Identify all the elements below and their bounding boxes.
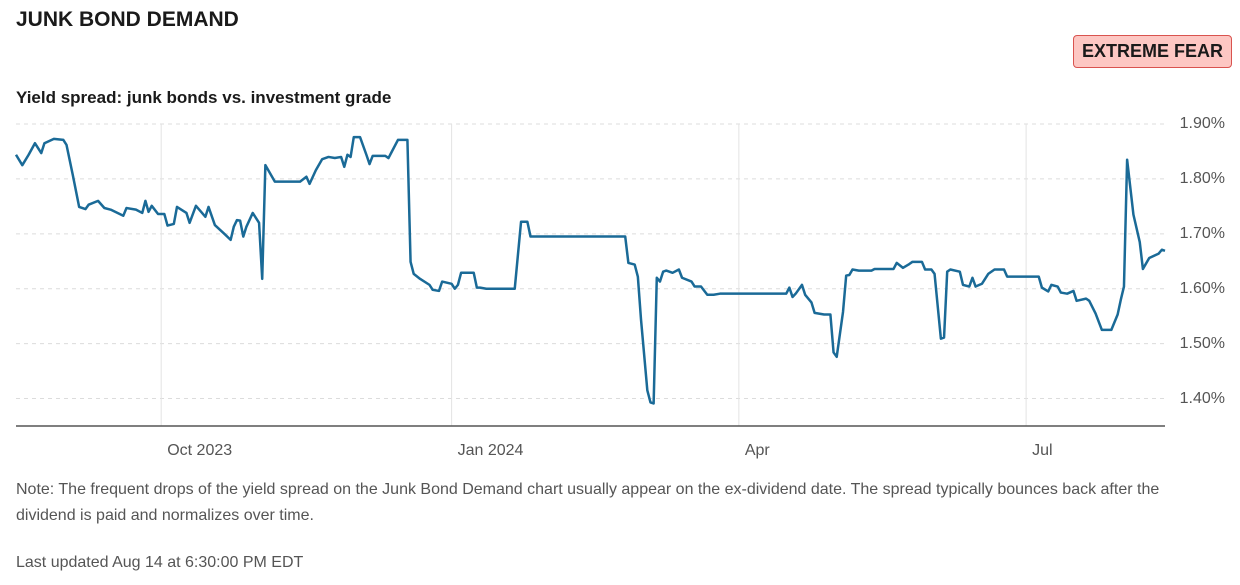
y-tick-label: 1.50% bbox=[1180, 335, 1225, 352]
note: Note: The frequent drops of the yield sp… bbox=[16, 481, 1160, 524]
y-tick-label: 1.70% bbox=[1180, 225, 1225, 242]
y-tick-label: 1.80% bbox=[1180, 170, 1225, 187]
spread-line bbox=[14, 135, 1166, 405]
sentiment-badge: EXTREME FEAR bbox=[1072, 35, 1232, 68]
x-tick-label: Oct 2023 bbox=[167, 442, 232, 459]
last-updated: Last updated Aug 14 at 6:30:00 PM EDT bbox=[16, 554, 304, 571]
y-tick-label: 1.40% bbox=[1180, 390, 1225, 407]
y-tick-label: 1.60% bbox=[1180, 280, 1225, 297]
y-tick-label: 1.90% bbox=[1180, 115, 1225, 132]
x-tick-label: Jan 2024 bbox=[458, 442, 524, 459]
chart-subtitle: Yield spread: junk bonds vs. investment … bbox=[16, 88, 392, 107]
x-tick-label: Apr bbox=[745, 442, 771, 459]
chart-title: JUNK BOND DEMAND bbox=[16, 8, 239, 31]
x-tick-label: Jul bbox=[1032, 442, 1052, 459]
